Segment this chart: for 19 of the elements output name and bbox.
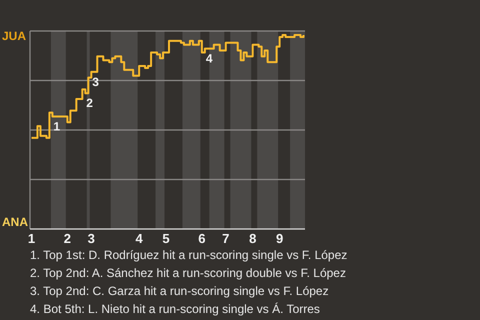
- text: 2. Top 2nd: A. Sánchez hit a run-scoring double vs F. López: [30, 266, 346, 280]
- x-tick-label: 1: [28, 231, 36, 246]
- text: ANA: [2, 215, 28, 229]
- x-tick-label: 6: [198, 231, 206, 246]
- x-tick-label: 2: [64, 231, 71, 246]
- x-tick-label: 3: [88, 231, 95, 246]
- text: JUA: [2, 29, 26, 43]
- annotation: 4: [206, 52, 213, 66]
- annotation: 2: [86, 96, 94, 110]
- x-tick-label: 8: [249, 231, 256, 246]
- text: 4. Bot 5th: L. Nieto hit a run-scoring single vs Á. Torres: [30, 302, 320, 316]
- x-tick-label: 7: [222, 231, 230, 246]
- text: 3. Top 2nd: C. Garza hit a run-scoring single vs F. López: [30, 284, 329, 298]
- text: 1. Top 1st: D. Rodríguez hit a run-scoring single vs F. López: [30, 248, 348, 262]
- annotation: 1: [53, 119, 60, 134]
- x-tick-label: 9: [276, 231, 284, 246]
- x-tick-label: 5: [162, 231, 170, 246]
- annotation: 3: [92, 74, 100, 89]
- x-tick-label: 4: [135, 231, 144, 246]
